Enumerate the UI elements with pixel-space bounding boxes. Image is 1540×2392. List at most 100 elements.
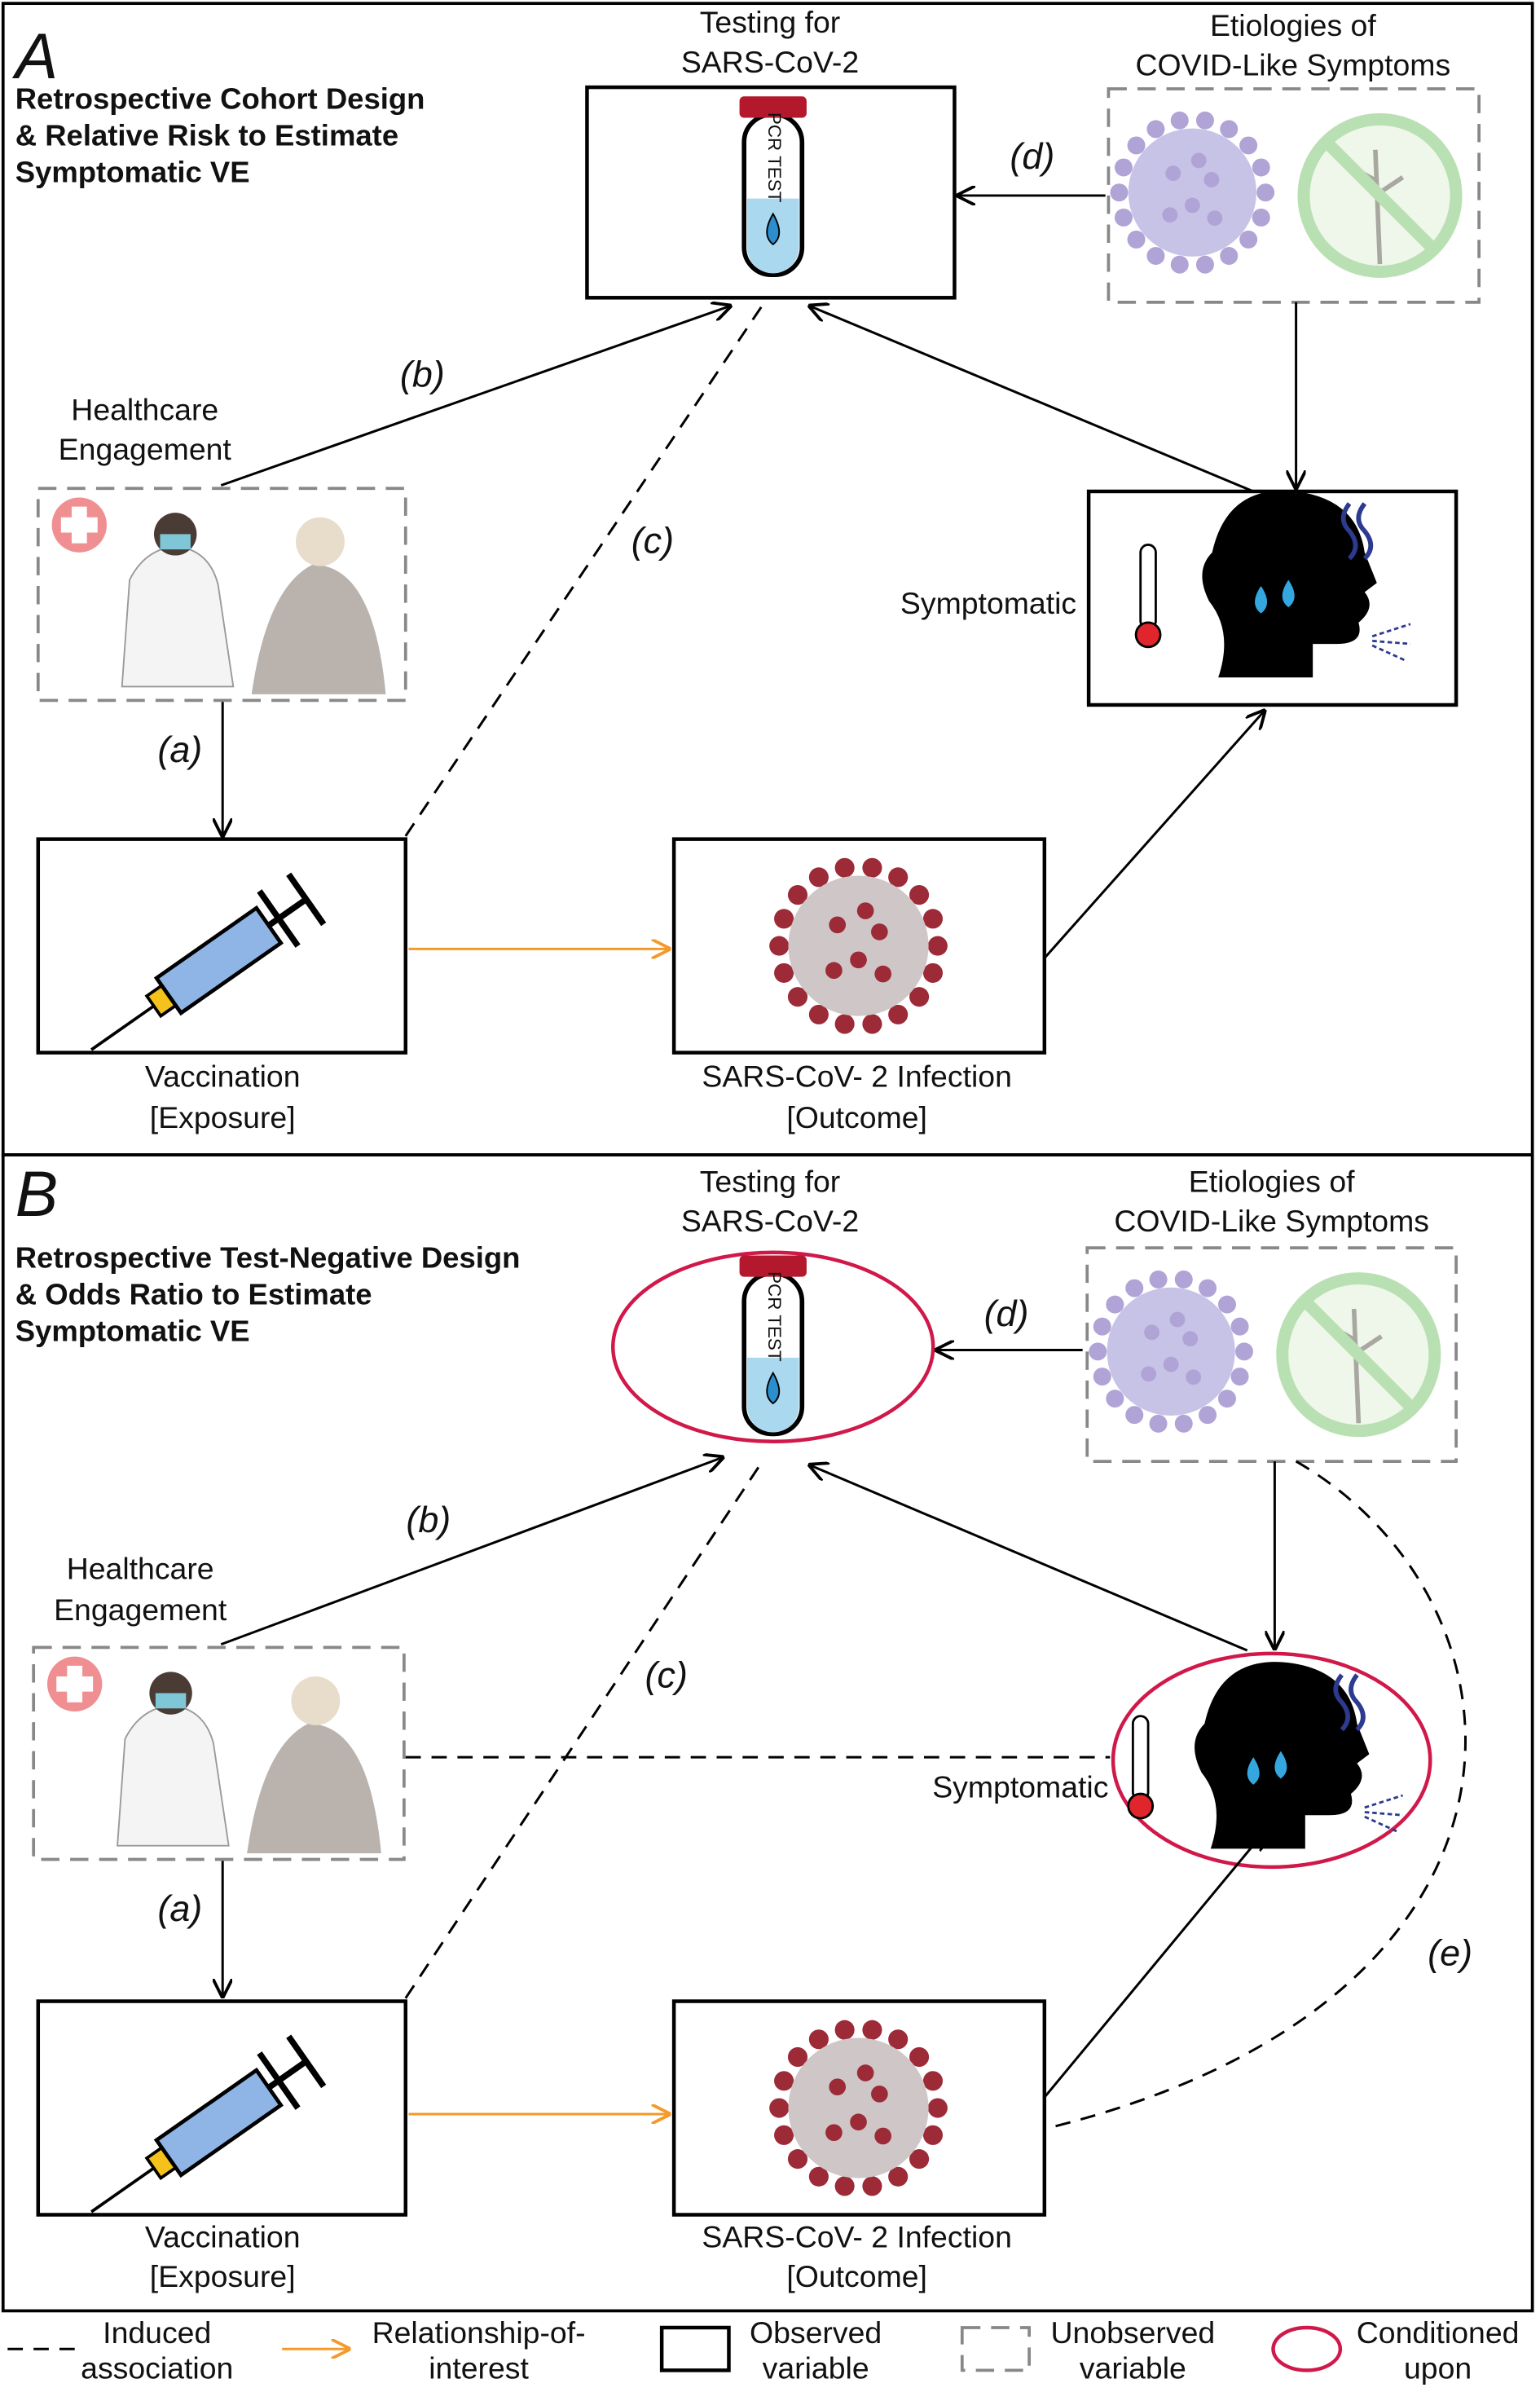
virus-spike	[909, 2149, 930, 2170]
virus-spike	[774, 963, 794, 983]
virus-spike	[1127, 136, 1146, 155]
patient-head	[296, 517, 345, 566]
virus-spike	[922, 2071, 944, 2091]
mask	[155, 1693, 187, 1709]
arrow	[220, 1456, 724, 1646]
virus-dot	[1182, 1331, 1199, 1347]
legend-label: interest	[429, 2350, 529, 2385]
virus-dot	[1144, 1324, 1160, 1341]
conditioned-ellipse	[1111, 1651, 1432, 1870]
edge-label: (a)	[157, 729, 202, 770]
label: Symptomatic	[932, 1769, 1108, 1804]
virus-spike	[1230, 1368, 1249, 1386]
label: Engagement	[59, 432, 232, 466]
virus-spike	[834, 1014, 855, 1034]
tube-cap	[739, 1255, 807, 1277]
virus-spike	[862, 1014, 882, 1034]
unobserved-box	[1085, 1246, 1458, 1463]
virus-spike	[862, 857, 882, 878]
edge-label: (d)	[984, 1293, 1029, 1334]
virus-spike	[834, 2020, 855, 2040]
virus-spike	[1146, 120, 1165, 139]
virus-spike	[787, 2046, 808, 2068]
virus-spike	[888, 2166, 909, 2187]
label: [Exposure]	[150, 1100, 296, 1134]
virus-spike	[922, 963, 944, 983]
label: Healthcare	[71, 393, 218, 427]
virus-spike	[1239, 230, 1258, 249]
legend-label: Conditioned	[1357, 2315, 1520, 2350]
patient-head	[291, 1676, 341, 1725]
syringe-part	[257, 2051, 301, 2110]
tube-cap	[739, 96, 807, 118]
virus-dot	[856, 2064, 874, 2081]
virus-dot	[1165, 165, 1181, 182]
heat	[1333, 1673, 1366, 1732]
label: SARS-CoV-2	[681, 1204, 859, 1238]
virus-spike	[909, 2046, 930, 2068]
observed-box	[36, 837, 408, 1055]
drop	[766, 212, 781, 245]
virus-spike	[1125, 1279, 1144, 1297]
edge-label: (d)	[1010, 135, 1054, 177]
no-slash	[1300, 1297, 1417, 1412]
virus-dot	[825, 2124, 843, 2141]
tube-print: PCR TEST	[764, 1271, 785, 1362]
syringe-part	[266, 2059, 308, 2090]
label: Engagement	[54, 1592, 227, 1627]
virus-spike	[834, 2176, 855, 2196]
edge-label: (b)	[406, 1499, 451, 1540]
conditioned-ellipse	[611, 1250, 935, 1444]
doctor	[117, 1704, 230, 1847]
label: Symptomatic	[900, 586, 1076, 620]
arrow	[220, 306, 732, 487]
legend-label: Unobserved	[1051, 2315, 1216, 2350]
virus-spike	[1252, 208, 1270, 227]
virus-spike	[1230, 1317, 1249, 1336]
virus-spike	[1220, 246, 1239, 265]
virus-spike	[927, 936, 948, 956]
unobserved-box	[32, 1645, 406, 1861]
label: COVID-Like Symptoms	[1114, 1204, 1429, 1238]
virus-spike	[1106, 1390, 1124, 1408]
virus-spike	[1239, 136, 1258, 155]
edge-label: (b)	[400, 353, 445, 394]
virus-spike	[769, 936, 790, 956]
patient	[247, 1723, 381, 1854]
virus-spike	[1106, 1295, 1124, 1314]
label: Testing for	[700, 1164, 841, 1198]
label: SARS-CoV-2	[681, 45, 859, 79]
label: SARS-CoV- 2 Infection	[702, 2219, 1011, 2253]
virus-spike	[888, 867, 909, 888]
label: [Outcome]	[786, 1100, 927, 1134]
syringe-part	[153, 905, 284, 1016]
virus-spike	[1234, 1342, 1253, 1361]
unobserved-box	[1107, 87, 1481, 304]
virus-spike	[1170, 111, 1189, 130]
virus-spike	[1256, 183, 1275, 202]
panel-title: Symptomatic VE	[15, 155, 250, 188]
legend-label: upon	[1404, 2350, 1472, 2385]
observed-box	[671, 1999, 1047, 2217]
edge-label: (e)	[1428, 1932, 1472, 1973]
observed-box	[671, 837, 1047, 1055]
virus-dot	[1163, 1356, 1179, 1372]
observed-box	[585, 85, 957, 300]
virus-spike	[1114, 158, 1133, 177]
label: Healthcare	[67, 1552, 214, 1586]
virus-spike	[1146, 246, 1165, 265]
virus-dot	[871, 2085, 888, 2103]
virus-dot	[829, 2078, 847, 2096]
induced-association	[404, 1460, 763, 1999]
virus-spike	[834, 857, 855, 878]
virus-spike	[1149, 1270, 1168, 1289]
virus-body	[1107, 1287, 1235, 1416]
virus-dot	[825, 962, 843, 980]
panel-title: & Odds Ratio to Estimate	[15, 1278, 372, 1311]
legend-label: Observed	[750, 2315, 882, 2350]
label: Etiologies of	[1189, 1164, 1355, 1198]
sneeze	[1371, 623, 1411, 662]
virus-spike	[1089, 1342, 1107, 1361]
virus-spike	[1217, 1295, 1236, 1314]
virus-dot	[856, 902, 874, 919]
